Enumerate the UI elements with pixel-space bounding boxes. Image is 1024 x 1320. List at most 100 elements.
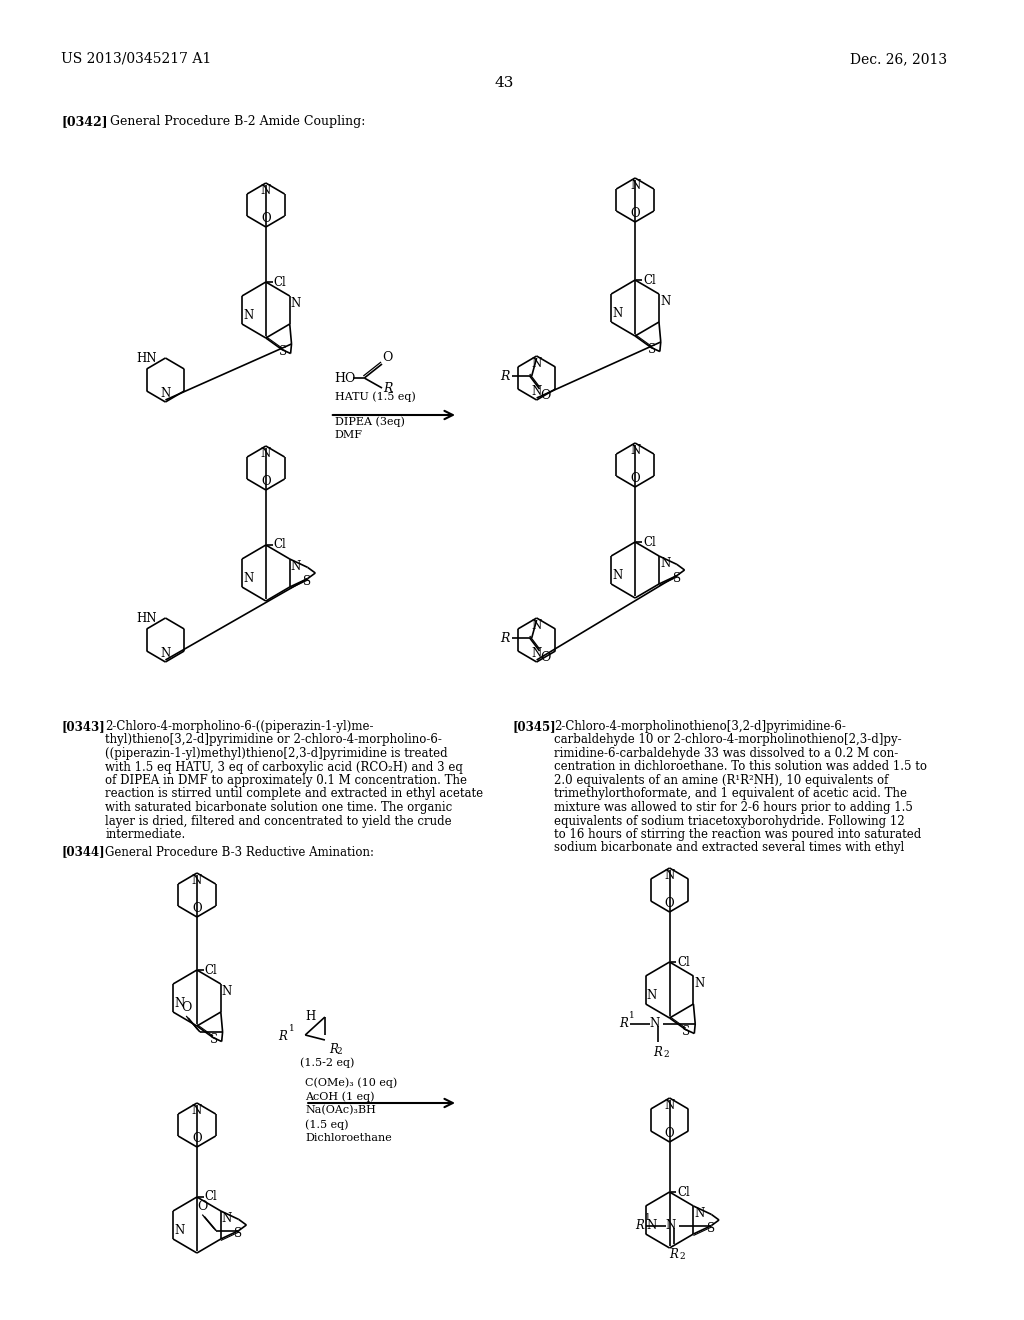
- Text: Cl: Cl: [643, 536, 655, 549]
- Text: O: O: [541, 389, 551, 403]
- Text: N: N: [630, 444, 640, 457]
- Text: trimethylorthoformate, and 1 equivalent of acetic acid. The: trimethylorthoformate, and 1 equivalent …: [554, 788, 907, 800]
- Text: [0345]: [0345]: [512, 719, 556, 733]
- Text: S: S: [707, 1222, 715, 1236]
- Text: S: S: [234, 1228, 243, 1239]
- Text: O: O: [181, 1001, 191, 1014]
- Text: sodium bicarbonate and extracted several times with ethyl: sodium bicarbonate and extracted several…: [554, 842, 904, 854]
- Text: [0344]: [0344]: [61, 846, 104, 858]
- Text: N: N: [612, 308, 623, 319]
- Text: N: N: [659, 294, 670, 308]
- Text: O: O: [541, 651, 551, 664]
- Text: Na(OAc)₃BH: Na(OAc)₃BH: [305, 1105, 376, 1115]
- Text: 2: 2: [664, 1049, 670, 1059]
- Text: N: N: [222, 1212, 232, 1225]
- Text: 1: 1: [645, 1213, 651, 1221]
- Text: with saturated bicarbonate solution one time. The organic: with saturated bicarbonate solution one …: [105, 801, 453, 814]
- Text: intermediate.: intermediate.: [105, 828, 185, 841]
- Text: R: R: [383, 381, 392, 395]
- Text: 43: 43: [495, 77, 514, 90]
- Text: O: O: [665, 898, 675, 909]
- Text: with 1.5 eq HATU, 3 eq of carboxylic acid (RCO₂H) and 3 eq: with 1.5 eq HATU, 3 eq of carboxylic aci…: [105, 760, 463, 774]
- Text: 2: 2: [680, 1251, 685, 1261]
- Text: R: R: [501, 631, 510, 644]
- Text: N: N: [531, 385, 542, 399]
- Text: 1: 1: [630, 1011, 635, 1020]
- Text: N: N: [665, 869, 675, 882]
- Text: N: N: [665, 1100, 675, 1111]
- Text: N: N: [291, 297, 301, 310]
- Text: S: S: [303, 576, 311, 587]
- Text: R: R: [636, 1220, 644, 1232]
- Text: reaction is stirred until complete and extracted in ethyl acetate: reaction is stirred until complete and e…: [105, 788, 483, 800]
- Text: Cl: Cl: [273, 539, 287, 552]
- Text: [0342]: [0342]: [61, 115, 108, 128]
- Text: O: O: [261, 213, 270, 224]
- Text: mixture was allowed to stir for 2-6 hours prior to adding 1.5: mixture was allowed to stir for 2-6 hour…: [554, 801, 913, 814]
- Text: N: N: [191, 1104, 202, 1117]
- Text: N: N: [261, 183, 271, 197]
- Text: R: R: [670, 1247, 678, 1261]
- Text: Cl: Cl: [273, 276, 287, 289]
- Text: N: N: [174, 1224, 184, 1237]
- Text: R: R: [279, 1031, 288, 1044]
- Text: of DIPEA in DMF to approximately 0.1 M concentration. The: of DIPEA in DMF to approximately 0.1 M c…: [105, 774, 467, 787]
- Text: N: N: [659, 557, 670, 570]
- Text: Dichloroethane: Dichloroethane: [305, 1133, 392, 1143]
- Text: HO: HO: [335, 371, 356, 384]
- Text: S: S: [648, 343, 656, 356]
- Text: HATU (1.5 eq): HATU (1.5 eq): [335, 392, 416, 403]
- Text: N: N: [291, 560, 301, 573]
- Text: Cl: Cl: [678, 956, 690, 969]
- Text: Dec. 26, 2013: Dec. 26, 2013: [850, 51, 947, 66]
- Text: N: N: [243, 309, 253, 322]
- Text: N: N: [647, 1218, 657, 1232]
- Text: N: N: [694, 977, 705, 990]
- Text: R: R: [620, 1018, 629, 1031]
- Text: General Procedure B-2 Amide Coupling:: General Procedure B-2 Amide Coupling:: [111, 115, 366, 128]
- Text: H: H: [305, 1010, 315, 1023]
- Text: R: R: [329, 1043, 338, 1056]
- Text: S: S: [673, 572, 681, 585]
- Text: Cl: Cl: [205, 964, 217, 977]
- Text: HN: HN: [136, 351, 157, 364]
- Text: N: N: [261, 447, 271, 459]
- Text: Cl: Cl: [643, 273, 655, 286]
- Text: O: O: [197, 1200, 208, 1213]
- Text: (1.5 eq): (1.5 eq): [305, 1119, 349, 1130]
- Text: layer is dried, filtered and concentrated to yield the crude: layer is dried, filtered and concentrate…: [105, 814, 452, 828]
- Text: O: O: [193, 1133, 202, 1144]
- Text: 2.0 equivalents of an amine (R¹R²NH), 10 equivalents of: 2.0 equivalents of an amine (R¹R²NH), 10…: [554, 774, 889, 787]
- Text: N: N: [174, 997, 184, 1010]
- Text: S: S: [279, 345, 287, 358]
- Text: carbaldehyde 10 or 2-chloro-4-morpholinothieno[2,3-d]py-: carbaldehyde 10 or 2-chloro-4-morpholino…: [554, 734, 902, 747]
- Text: N: N: [161, 387, 171, 400]
- Text: DMF: DMF: [335, 430, 362, 440]
- Text: [0343]: [0343]: [61, 719, 104, 733]
- Text: O: O: [193, 902, 202, 915]
- Text: to 16 hours of stirring the reaction was poured into saturated: to 16 hours of stirring the reaction was…: [554, 828, 922, 841]
- Text: N: N: [666, 1220, 676, 1232]
- Text: US 2013/0345217 A1: US 2013/0345217 A1: [61, 51, 211, 66]
- Text: thyl)thieno[3,2-d]pyrimidine or 2-chloro-4-morpholino-6-: thyl)thieno[3,2-d]pyrimidine or 2-chloro…: [105, 734, 442, 747]
- Text: equivalents of sodium triacetoxyborohydride. Following 12: equivalents of sodium triacetoxyborohydr…: [554, 814, 905, 828]
- Text: ((piperazin-1-yl)methyl)thieno[2,3-d]pyrimidine is treated: ((piperazin-1-yl)methyl)thieno[2,3-d]pyr…: [105, 747, 447, 760]
- Text: 2-Chloro-4-morpholino-6-((piperazin-1-yl)me-: 2-Chloro-4-morpholino-6-((piperazin-1-yl…: [105, 719, 374, 733]
- Text: N: N: [531, 356, 542, 370]
- Text: O: O: [665, 1127, 675, 1140]
- Text: centration in dichloroethane. To this solution was added 1.5 to: centration in dichloroethane. To this so…: [554, 760, 928, 774]
- Text: R: R: [501, 370, 510, 383]
- Text: N: N: [191, 874, 202, 887]
- Text: R: R: [653, 1045, 663, 1059]
- Text: C(OMe)₃ (10 eq): C(OMe)₃ (10 eq): [305, 1077, 397, 1088]
- Text: HN: HN: [136, 611, 157, 624]
- Text: 2: 2: [337, 1047, 342, 1056]
- Text: N: N: [694, 1206, 705, 1220]
- Text: N: N: [649, 1018, 659, 1031]
- Text: O: O: [382, 351, 392, 364]
- Text: O: O: [631, 473, 640, 484]
- Text: Cl: Cl: [205, 1191, 217, 1204]
- Text: 1: 1: [289, 1024, 294, 1034]
- Text: DIPEA (3eq): DIPEA (3eq): [335, 416, 404, 426]
- Text: S: S: [682, 1026, 690, 1038]
